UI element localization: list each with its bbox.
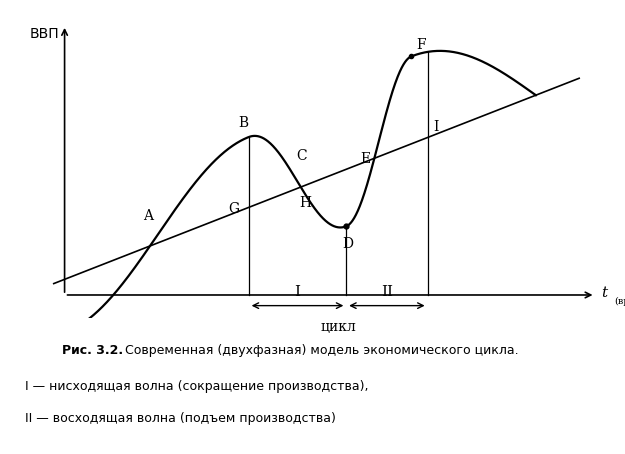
Text: Современная (двухфазная) модель экономического цикла.: Современная (двухфазная) модель экономич… bbox=[121, 344, 518, 357]
Text: B: B bbox=[238, 116, 248, 130]
Text: (время): (время) bbox=[614, 297, 625, 306]
Text: C: C bbox=[296, 148, 307, 163]
Text: I — нисходящая волна (сокращение производства),: I — нисходящая волна (сокращение произво… bbox=[25, 380, 369, 394]
Text: A: A bbox=[144, 209, 154, 223]
Text: H: H bbox=[299, 197, 312, 211]
Text: D: D bbox=[342, 237, 353, 251]
Text: I: I bbox=[294, 285, 301, 299]
Text: F: F bbox=[416, 38, 426, 52]
Text: ВВП: ВВП bbox=[29, 27, 59, 41]
Text: I: I bbox=[433, 120, 438, 134]
Text: II — восходящая волна (подъем производства): II — восходящая волна (подъем производст… bbox=[25, 412, 336, 425]
Text: G: G bbox=[228, 202, 239, 216]
Text: E: E bbox=[360, 153, 370, 167]
Text: t: t bbox=[601, 286, 607, 300]
Text: II: II bbox=[381, 285, 393, 299]
Text: цикл: цикл bbox=[320, 321, 356, 335]
Text: Рис. 3.2.: Рис. 3.2. bbox=[62, 344, 124, 357]
